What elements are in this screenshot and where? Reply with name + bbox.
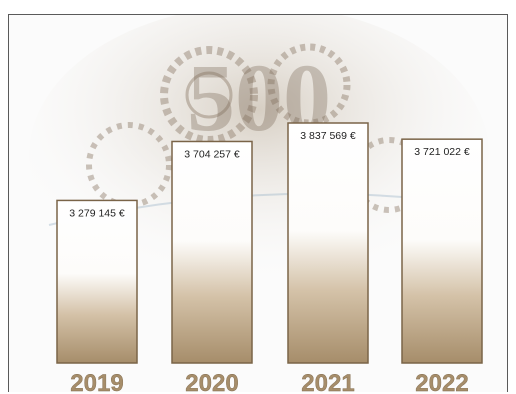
category-label-2020: 2020 [185, 370, 238, 392]
bar-2019 [56, 199, 138, 364]
bar-2020 [171, 140, 253, 364]
bar-chart: 3 279 145 € 3 704 257 € 3 837 569 € 3 721 0… [56, 122, 483, 392]
category-label-2022: 2022 [415, 370, 468, 392]
bar-value-label-2020: 3 704 257 € [184, 148, 240, 160]
bar-value-label-2019: 3 279 145 € [69, 207, 125, 219]
bar-2021 [287, 122, 369, 364]
chart-frame: 500 3 279 145 €3 704 257 €3 837 569 €3 7… [8, 14, 508, 392]
category-label-2019: 2019 [70, 370, 123, 392]
category-label-2021: 2021 [301, 370, 354, 392]
bar-value-label-2021: 3 837 569 € [300, 130, 356, 142]
bar-2022 [401, 138, 483, 364]
bar-value-label-2022: 3 721 022 € [414, 146, 470, 158]
